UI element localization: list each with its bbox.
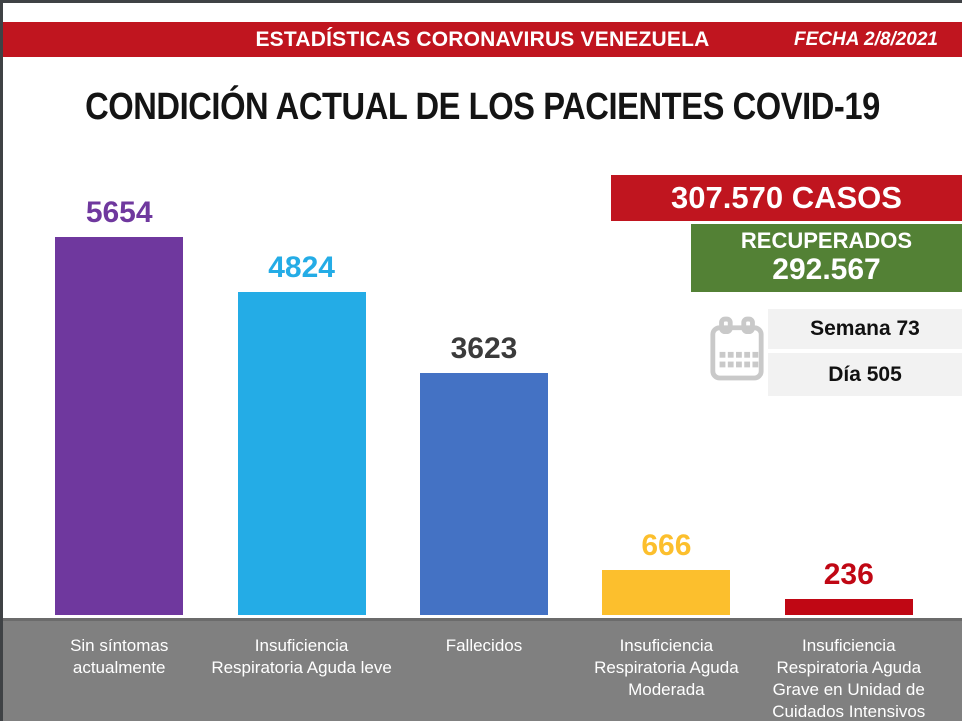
- bar-column: 4824: [210, 175, 392, 615]
- total-cases-badge: 307.570 CASOS: [611, 175, 962, 221]
- category-label: Insuficiencia Respiratoria Aguda Grave e…: [772, 636, 926, 721]
- bar: [237, 292, 366, 615]
- bar-value-label: 5654: [85, 196, 153, 229]
- bar: [419, 373, 548, 615]
- category-label: Insuficiencia Respiratoria Aguda leve: [211, 636, 392, 677]
- bar-column: 666: [575, 175, 757, 615]
- bar: [55, 237, 184, 615]
- category-label: Fallecidos: [445, 636, 523, 655]
- category-label: Sin síntomas actualmente: [70, 636, 169, 677]
- page-title: CONDICIÓN ACTUAL DE LOS PACIENTES COVID-…: [85, 86, 880, 128]
- bar: [784, 599, 913, 615]
- recovered-value: 292.567: [772, 253, 881, 287]
- header-date: FECHA 2/8/2021: [794, 28, 938, 50]
- day-badge: Día 505: [768, 353, 962, 396]
- recovered-badge: RECUPERADOS 292.567: [691, 224, 962, 292]
- bar-value-label: 666: [641, 529, 692, 562]
- header-bar: ESTADÍSTICAS CORONAVIRUS VENEZUELA FECHA…: [3, 22, 962, 57]
- recovered-label: RECUPERADOS: [740, 228, 913, 254]
- day-label: Día 505: [828, 362, 902, 386]
- category-label: Insuficiencia Respiratoria Aguda Moderad…: [594, 636, 739, 699]
- week-label: Semana 73: [810, 317, 920, 340]
- category-label-row: Sin síntomas actualmente Insuficiencia Re…: [28, 635, 940, 721]
- header-title: ESTADÍSTICAS CORONAVIRUS VENEZUELA: [255, 27, 710, 51]
- calendar-icon: [708, 315, 766, 383]
- category-axis-strip: Sin síntomas actualmente Insuficiencia Re…: [3, 618, 962, 721]
- bar-column: 236: [758, 175, 940, 615]
- bar-chart: 5654 4824 3623 666 236: [28, 175, 940, 615]
- bar-value-label: 4824: [268, 251, 335, 284]
- total-cases-label: 307.570 CASOS: [671, 180, 902, 215]
- bar-column: 3623: [393, 175, 575, 615]
- bar-value-label: 236: [823, 558, 874, 591]
- bar-column: 5654: [28, 175, 210, 615]
- bar: [602, 570, 731, 615]
- bar-value-label: 3623: [450, 332, 518, 365]
- week-badge: Semana 73: [768, 309, 962, 349]
